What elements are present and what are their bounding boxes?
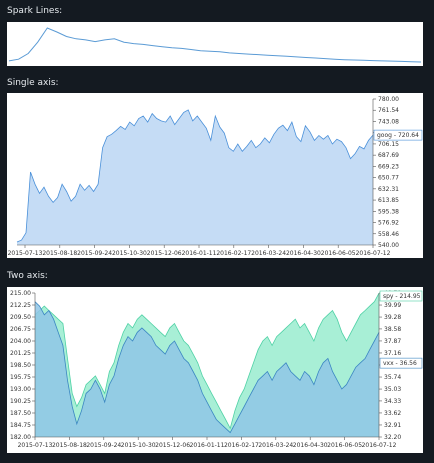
left-y-tick-label: 206.75 bbox=[10, 326, 31, 333]
left-y-tick-label: 184.75 bbox=[10, 422, 31, 429]
spy-badge-label: spy - 214.95 bbox=[383, 293, 421, 300]
x-tick-label: 2015-07-13 bbox=[18, 442, 53, 449]
spark-lines-label: Spark Lines: bbox=[7, 6, 63, 16]
x-tick-label: 2015-12-06 bbox=[155, 442, 190, 449]
y-tick-label: 669.23 bbox=[378, 163, 399, 170]
left-y-tick-label: 204.00 bbox=[10, 338, 31, 345]
y-tick-label: 780.00 bbox=[378, 96, 399, 103]
right-y-tick-label: 33.62 bbox=[384, 410, 401, 417]
x-tick-label: 2015-09-24 bbox=[86, 442, 121, 449]
left-y-tick-label: 215.00 bbox=[10, 290, 31, 297]
y-tick-label: 706.15 bbox=[378, 141, 399, 148]
y-tick-label: 576.92 bbox=[378, 220, 399, 227]
vxx-badge-box bbox=[379, 357, 423, 369]
goog-badge-label: goog - 720.64 bbox=[377, 132, 419, 139]
left-y-tick-label: 190.25 bbox=[10, 398, 31, 405]
left-y-tick-label: 198.50 bbox=[10, 362, 31, 369]
x-tick-label: 2016-02-17 bbox=[216, 250, 251, 257]
left-y-tick-label: 193.00 bbox=[10, 386, 31, 393]
x-tick-label: 2015-08-18 bbox=[42, 250, 77, 257]
x-tick-label: 2016-07-12 bbox=[362, 442, 397, 449]
two-axis-svg: 182.00 184.75 187.50 190.25 193.00 195.75 198.… bbox=[10, 290, 423, 449]
right-y-tick-label: 34.33 bbox=[384, 398, 401, 405]
right-y-tick-label: 32.91 bbox=[384, 422, 401, 429]
right-y-tick-label: 38.58 bbox=[384, 326, 401, 333]
left-y-tick-label: 182.00 bbox=[10, 434, 31, 441]
x-tick-label: 2016-06-05 bbox=[327, 442, 362, 449]
x-tick-label: 2015-08-18 bbox=[52, 442, 87, 449]
x-tick-label: 2016-06-05 bbox=[321, 250, 356, 257]
x-tick-label: 2015-09-24 bbox=[77, 250, 112, 257]
y-tick-label: 558.46 bbox=[378, 231, 399, 238]
left-y-tick-label: 212.25 bbox=[10, 302, 31, 309]
spy-badge-box bbox=[379, 290, 423, 302]
spark-series-line bbox=[8, 27, 422, 63]
right-y-tick-label: 35.74 bbox=[384, 374, 401, 381]
x-tick-label: 2015-07-13 bbox=[8, 250, 43, 257]
right-y-tick-label: 32.20 bbox=[384, 434, 401, 441]
spy-current-value-badge: spy - 214.95 bbox=[379, 290, 423, 302]
x-tick-label: 2015-10-30 bbox=[121, 442, 156, 449]
two-axis-chart: 182.00 184.75 187.50 190.25 193.00 195.75 198.… bbox=[7, 287, 423, 453]
y-tick-label: 540.00 bbox=[378, 242, 399, 249]
x-tick-label: 2016-03-24 bbox=[251, 250, 286, 257]
left-y-tick-label: 195.75 bbox=[10, 374, 31, 381]
x-tick-label: 2016-02-17 bbox=[224, 442, 259, 449]
right-y-tick-label: 37.16 bbox=[384, 350, 401, 357]
vxx-current-value-badge: vxx - 36.56 bbox=[379, 357, 423, 369]
vxx-line bbox=[34, 301, 380, 434]
goog-current-value-badge: goog - 720.64 bbox=[373, 129, 423, 141]
left-y-tick-label: 187.50 bbox=[10, 410, 31, 417]
y-tick-label: 595.38 bbox=[378, 208, 399, 215]
y-tick-label: 632.31 bbox=[378, 186, 399, 193]
single-axis-svg: 540.00 558.46 576.92 595.38 613.85 632.31 650.… bbox=[8, 96, 423, 257]
two-axis-label: Two axis: bbox=[7, 271, 48, 281]
x-tick-label: 2015-12-06 bbox=[147, 250, 182, 257]
x-tick-label: 2016-04-30 bbox=[286, 250, 321, 257]
x-tick-label: 2016-01-11 bbox=[182, 250, 217, 257]
y-tick-label: 743.08 bbox=[378, 118, 399, 125]
single-axis-chart: 540.00 558.46 576.92 595.38 613.85 632.31 650.… bbox=[7, 93, 423, 258]
x-tick-label: 2016-04-30 bbox=[293, 442, 328, 449]
single-axis-label: Single axis: bbox=[7, 78, 59, 88]
x-tick-label: 2016-01-11 bbox=[190, 442, 225, 449]
y-tick-label: 650.77 bbox=[378, 175, 399, 182]
y-tick-label: 613.85 bbox=[378, 197, 399, 204]
x-tick-label: 2016-07-12 bbox=[356, 250, 391, 257]
left-y-tick-label: 201.25 bbox=[10, 350, 31, 357]
goog-area bbox=[17, 109, 373, 246]
right-y-tick-label: 37.87 bbox=[384, 338, 401, 345]
vxx-badge-label: vxx - 36.56 bbox=[383, 360, 417, 367]
spy-line bbox=[34, 293, 380, 430]
goog-line bbox=[16, 109, 374, 243]
left-y-tick-label: 209.50 bbox=[10, 314, 31, 321]
vxx-area bbox=[35, 301, 379, 437]
x-tick-label: 2015-10-30 bbox=[112, 250, 147, 257]
right-y-tick-label: 35.03 bbox=[384, 386, 401, 393]
right-y-tick-label: 39.99 bbox=[384, 302, 401, 309]
y-tick-label: 761.54 bbox=[378, 107, 399, 114]
spark-lines-svg bbox=[8, 27, 422, 63]
spark-lines-chart bbox=[7, 22, 423, 66]
goog-badge-box bbox=[373, 129, 423, 141]
x-tick-label: 2016-03-24 bbox=[258, 442, 293, 449]
y-tick-label: 687.69 bbox=[378, 152, 399, 159]
right-y-tick-label: 39.28 bbox=[384, 314, 401, 321]
